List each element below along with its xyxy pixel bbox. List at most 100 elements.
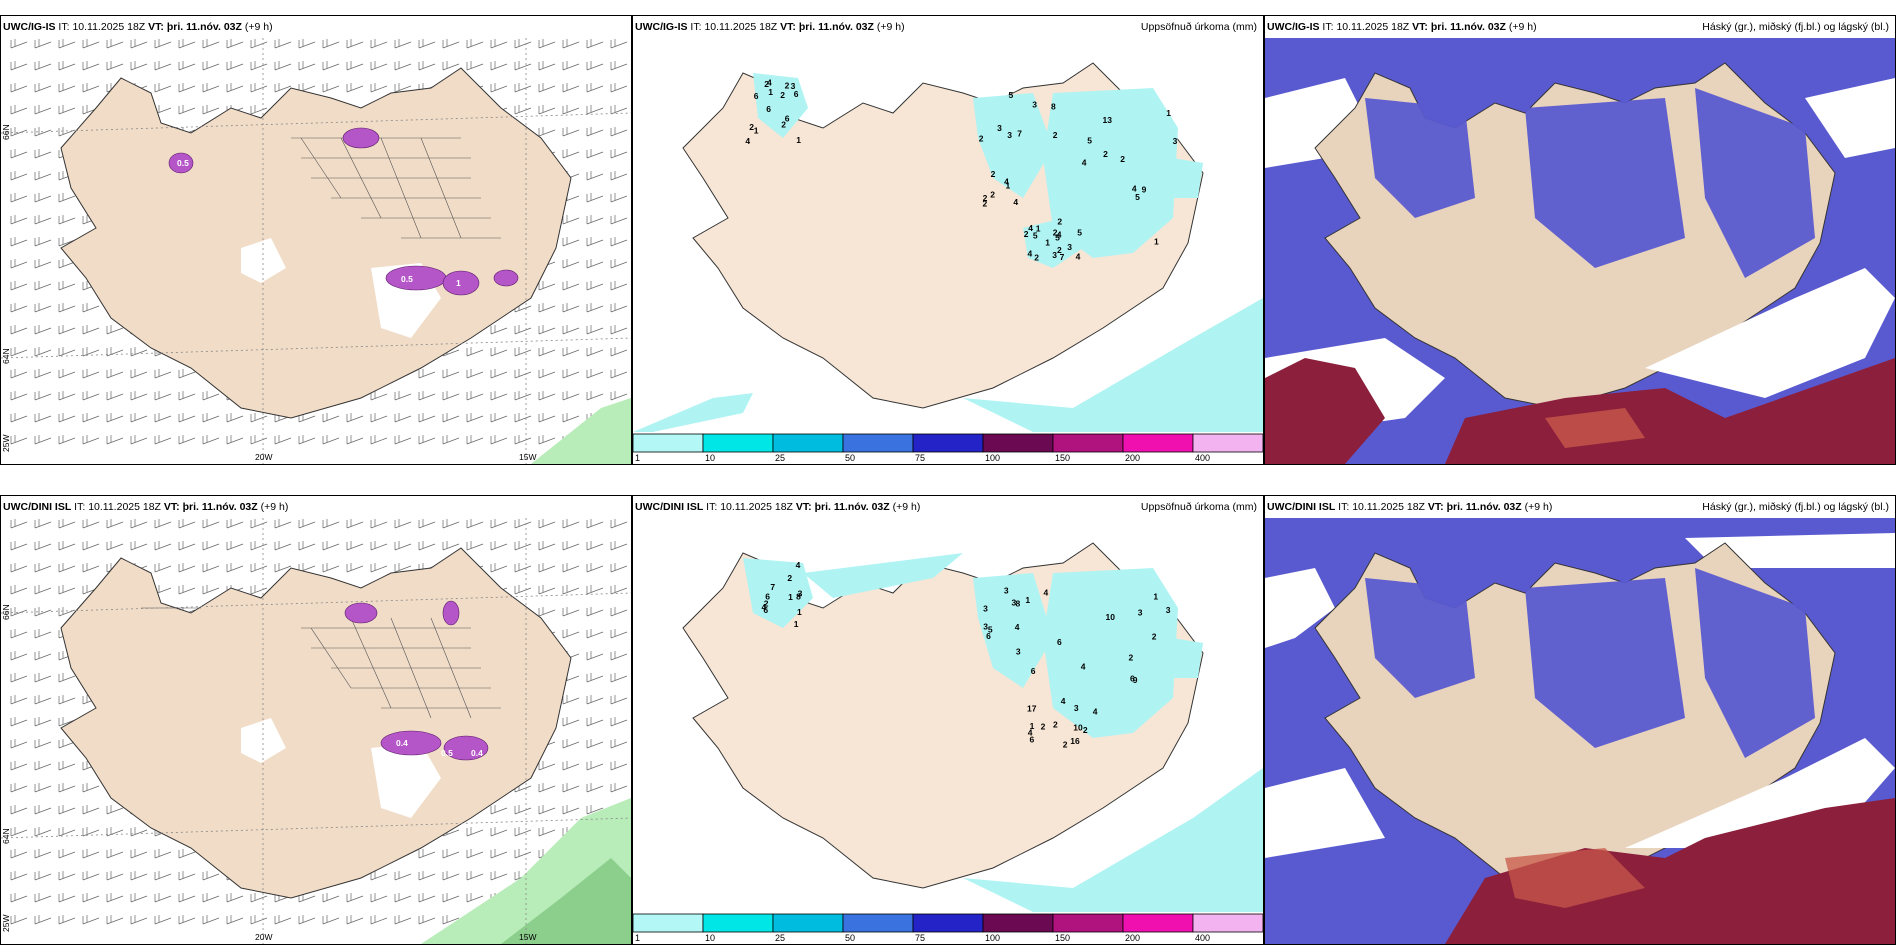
graticule <box>1 38 631 464</box>
wind-barb <box>610 391 628 401</box>
cloud-map <box>1265 518 1895 944</box>
wind-barb <box>274 83 292 93</box>
precip-value-label: 1 <box>1006 181 1011 191</box>
precip-value-label: 17 <box>1027 704 1037 714</box>
wind-barb <box>370 83 388 93</box>
precip-value-label: 10 <box>1106 612 1116 622</box>
wind-barb <box>10 871 28 881</box>
wind-barb <box>418 893 436 903</box>
precip-value-label: 4 <box>1076 252 1081 262</box>
wind-barb <box>394 893 412 903</box>
wind-barb <box>538 827 556 837</box>
precip-value-label: 3 <box>1052 250 1057 260</box>
wind-barb <box>202 61 220 71</box>
wind-barb <box>274 61 292 71</box>
wind-barb <box>226 519 244 529</box>
wind-barb <box>106 369 124 379</box>
svg-text:20W: 20W <box>255 452 272 462</box>
wind-barb <box>226 413 244 423</box>
svg-text:15W: 15W <box>519 932 536 942</box>
wind-barb <box>82 413 100 423</box>
wind-barb <box>562 149 580 159</box>
colorbar-tick: 1 <box>635 933 640 943</box>
wind-barb <box>610 325 628 335</box>
wind-barb <box>418 61 436 71</box>
wind-barb <box>10 783 28 793</box>
wind-barb <box>514 39 532 49</box>
wind-barb <box>394 519 412 529</box>
wind-barb <box>250 519 268 529</box>
wind-barb <box>490 435 508 445</box>
wind-barb <box>610 281 628 291</box>
wind-barb <box>610 193 628 203</box>
precip-value-label: 4 <box>1004 177 1009 187</box>
precip-value-label: 1 <box>768 87 773 97</box>
wind-barb <box>298 541 316 551</box>
highland-white-1 <box>241 238 441 338</box>
wind-barb <box>10 585 28 595</box>
wind-barb <box>346 61 364 71</box>
precip-value-label: 2 <box>780 90 785 100</box>
wind-barb <box>34 761 52 771</box>
wind-barb <box>58 391 76 401</box>
precip-value-label: 6 <box>986 631 991 641</box>
precip-value-label: 4 <box>1015 622 1020 632</box>
wind-barb <box>394 563 412 573</box>
wind-barb <box>34 695 52 705</box>
iceland-land <box>60 547 572 899</box>
wind-barb <box>34 413 52 423</box>
precip-value-label: 4 <box>767 78 772 88</box>
precip-value-label: 2 <box>787 573 792 583</box>
wind-barb <box>586 325 604 335</box>
svg-text:20W: 20W <box>255 932 272 942</box>
precip-value-label: 7 <box>770 582 775 592</box>
wind-barb <box>82 783 100 793</box>
precip-value-label: 1 <box>1166 108 1171 118</box>
wind-barb <box>250 563 268 573</box>
wind-barb <box>370 541 388 551</box>
wind-barb <box>610 83 628 93</box>
colorbar-swatch <box>982 433 1054 453</box>
colorbar-tick: 200 <box>1125 453 1140 463</box>
wind-barb <box>322 519 340 529</box>
wind-barb <box>202 519 220 529</box>
wind-barb <box>586 541 604 551</box>
precip-value-label: 4 <box>1057 230 1062 240</box>
wind-barb <box>610 61 628 71</box>
wind-barb <box>10 391 28 401</box>
wind-barb <box>10 83 28 93</box>
wind-barb <box>514 585 532 595</box>
wind-barb <box>34 325 52 335</box>
wind-barb <box>346 563 364 573</box>
wind-barb <box>154 849 172 859</box>
wind-barb <box>58 739 76 749</box>
wind-barb <box>610 585 628 595</box>
wind-barb <box>154 519 172 529</box>
wind-barb <box>610 369 628 379</box>
wind-barb <box>490 391 508 401</box>
wind-barb <box>274 915 292 925</box>
panel-wind-top: UWC/IG-IS IT: 10.11.2025 18Z VT: þri. 11… <box>0 15 632 465</box>
wind-barb <box>466 61 484 71</box>
wind-barb <box>202 39 220 49</box>
wind-barb <box>562 127 580 137</box>
colorbar-tick: 50 <box>845 933 855 943</box>
wind-barb <box>322 541 340 551</box>
precip-value-label: 3 <box>1007 130 1012 140</box>
wind-barb <box>130 849 148 859</box>
wind-barb <box>562 607 580 617</box>
wind-barb <box>586 651 604 661</box>
wind-barb <box>490 849 508 859</box>
wind-barb <box>538 607 556 617</box>
wind-barb <box>298 915 316 925</box>
wind-barb <box>58 83 76 93</box>
wind-barb <box>10 215 28 225</box>
wind-barb <box>322 435 340 445</box>
wind-barb <box>466 849 484 859</box>
wind-barb <box>82 519 100 529</box>
wind-barb <box>250 585 268 595</box>
precip-value-label: 1 <box>1036 223 1041 233</box>
precip-value-label: 2 <box>785 80 790 90</box>
precip-value-label: 2 <box>983 199 988 209</box>
colorbar-tick: 150 <box>1055 933 1070 943</box>
